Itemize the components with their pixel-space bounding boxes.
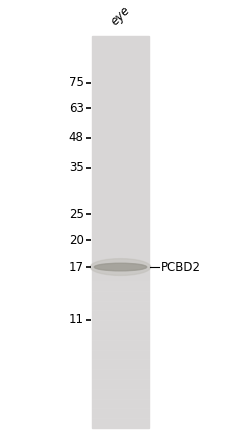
Ellipse shape <box>90 259 151 275</box>
Text: 25: 25 <box>69 208 84 221</box>
Bar <box>92 76 149 85</box>
Ellipse shape <box>94 263 147 271</box>
Bar <box>92 379 149 389</box>
Bar <box>92 262 149 271</box>
Text: 17: 17 <box>69 260 84 274</box>
Bar <box>92 56 149 66</box>
Text: 63: 63 <box>69 102 84 115</box>
Text: 75: 75 <box>69 76 84 89</box>
Bar <box>92 418 149 428</box>
Bar <box>92 66 149 76</box>
Bar <box>92 271 149 281</box>
Bar <box>92 251 149 262</box>
Bar <box>92 389 149 399</box>
Bar <box>92 213 149 222</box>
Bar <box>92 46 149 56</box>
Bar <box>92 399 149 408</box>
Bar <box>92 173 149 183</box>
Bar <box>92 359 149 369</box>
Bar <box>92 164 149 173</box>
Bar <box>92 144 149 154</box>
Bar <box>92 154 149 164</box>
Bar <box>92 125 149 134</box>
Bar <box>92 222 149 232</box>
Bar <box>92 183 149 193</box>
Bar <box>92 281 149 291</box>
Bar <box>92 232 149 242</box>
Bar <box>92 114 149 125</box>
Bar <box>92 134 149 144</box>
Bar <box>92 369 149 379</box>
Bar <box>92 310 149 320</box>
Text: PCBD2: PCBD2 <box>161 260 201 274</box>
Text: 48: 48 <box>69 131 84 145</box>
Bar <box>92 36 149 428</box>
Bar <box>92 320 149 330</box>
Bar <box>92 340 149 350</box>
Bar <box>92 350 149 359</box>
Text: 11: 11 <box>69 313 84 327</box>
Bar <box>92 291 149 301</box>
Bar <box>92 408 149 418</box>
Bar <box>92 203 149 213</box>
Text: 20: 20 <box>69 234 84 247</box>
Bar <box>92 36 149 46</box>
Bar <box>92 85 149 95</box>
Bar <box>92 105 149 114</box>
Text: eye: eye <box>108 4 133 28</box>
Bar <box>92 242 149 251</box>
Bar <box>92 95 149 105</box>
Bar <box>92 301 149 310</box>
Bar <box>92 193 149 203</box>
Bar <box>92 330 149 340</box>
Text: 35: 35 <box>69 161 84 174</box>
